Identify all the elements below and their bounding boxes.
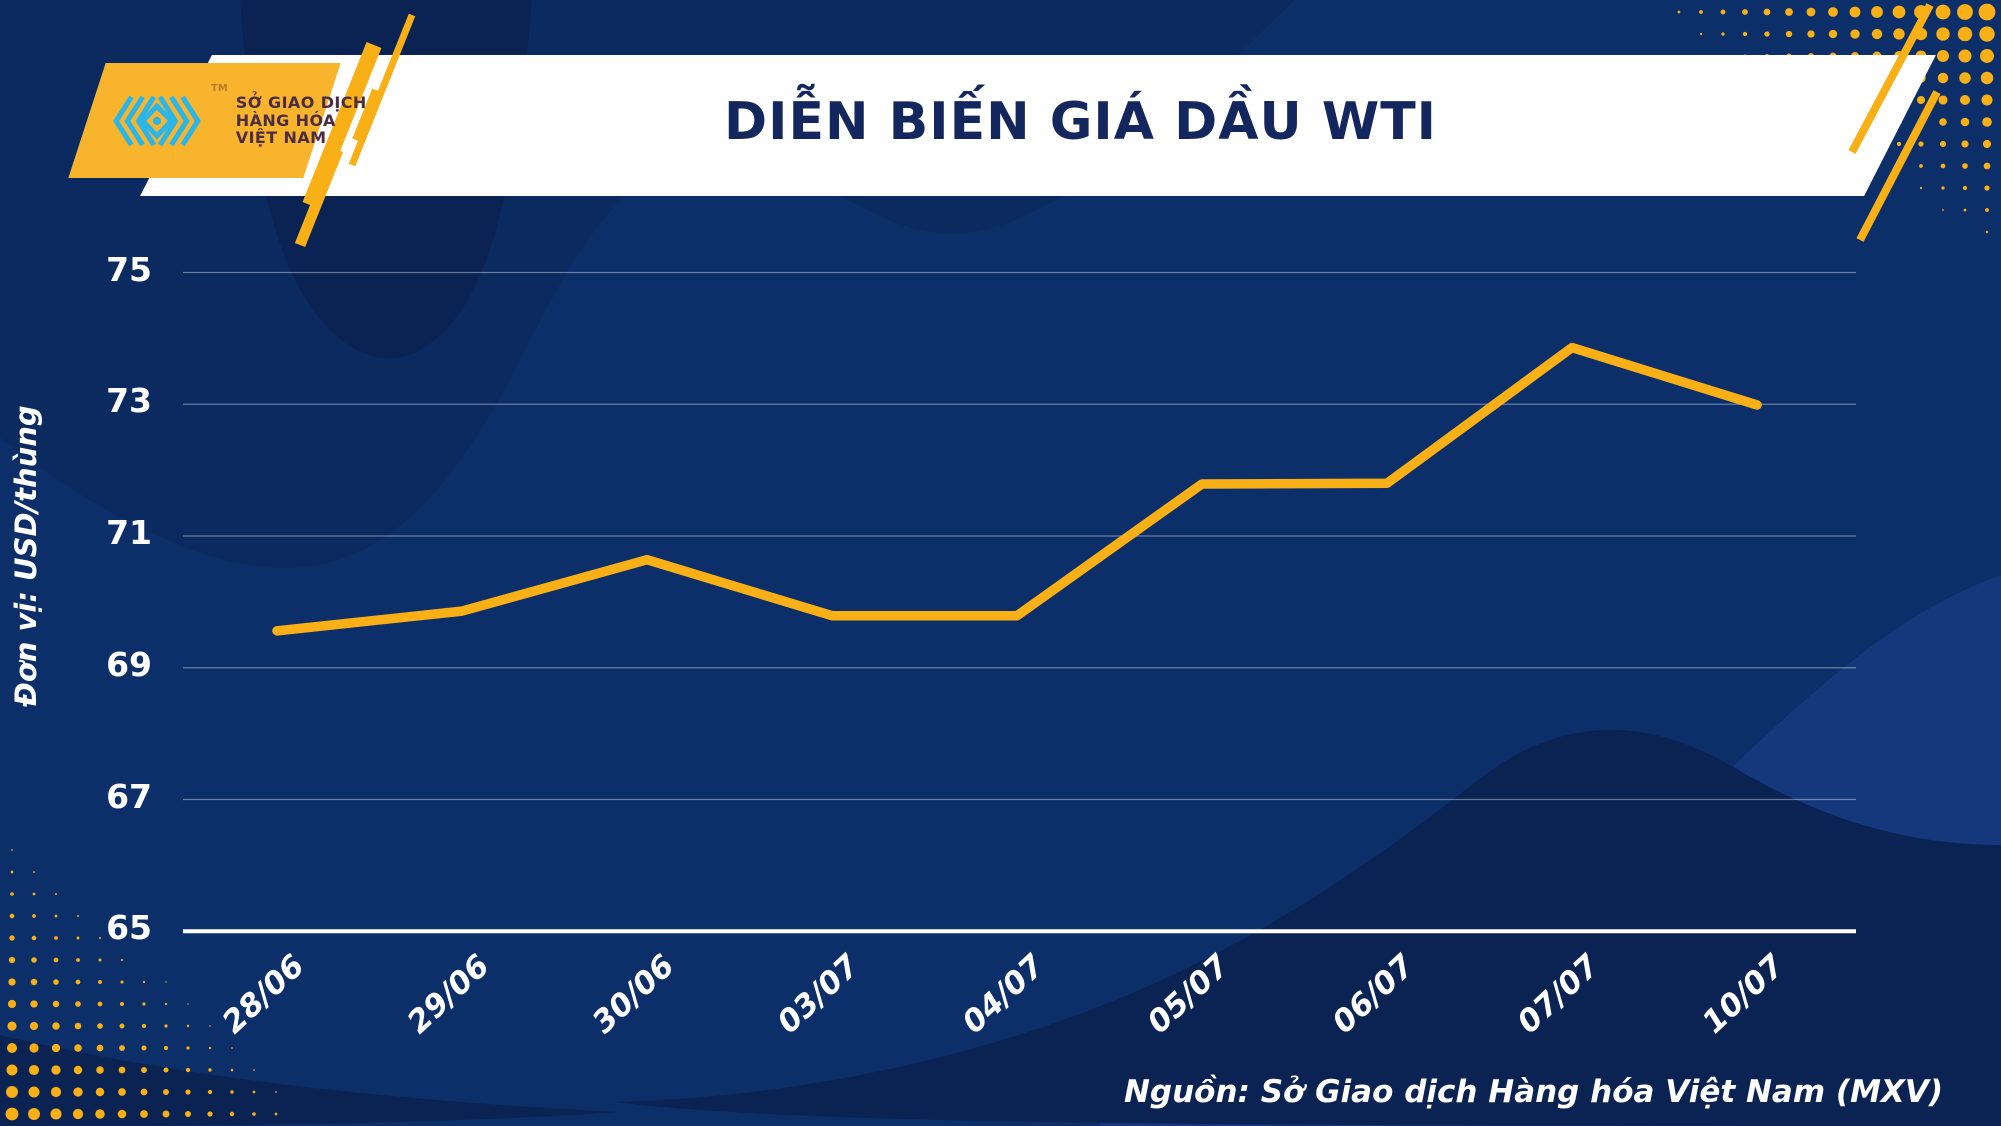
x-axis-tick-label: 04/07 xyxy=(955,947,1052,1041)
y-axis-tick-label: 75 xyxy=(106,249,152,289)
x-axis-tick-label: 06/07 xyxy=(1325,947,1422,1041)
x-axis-tick-label: 10/07 xyxy=(1695,947,1792,1041)
x-axis-tick-label: 07/07 xyxy=(1510,947,1607,1041)
x-axis-tick-label: 03/07 xyxy=(770,947,867,1041)
x-axis-tick-label: 29/06 xyxy=(400,947,497,1041)
source-caption: Nguồn: Sở Giao dịch Hàng hóa Việt Nam (M… xyxy=(1123,1074,1943,1110)
y-axis-tick-label: 69 xyxy=(106,644,152,684)
y-axis-tick-label: 67 xyxy=(106,776,152,816)
x-axis-tick-label: 28/06 xyxy=(215,947,312,1041)
x-axis-tick-label: 30/06 xyxy=(585,947,682,1041)
y-axis-tick-label: 65 xyxy=(106,908,152,948)
price-line-WTI xyxy=(272,342,1762,636)
x-axis-tick-label: 05/07 xyxy=(1140,947,1237,1041)
